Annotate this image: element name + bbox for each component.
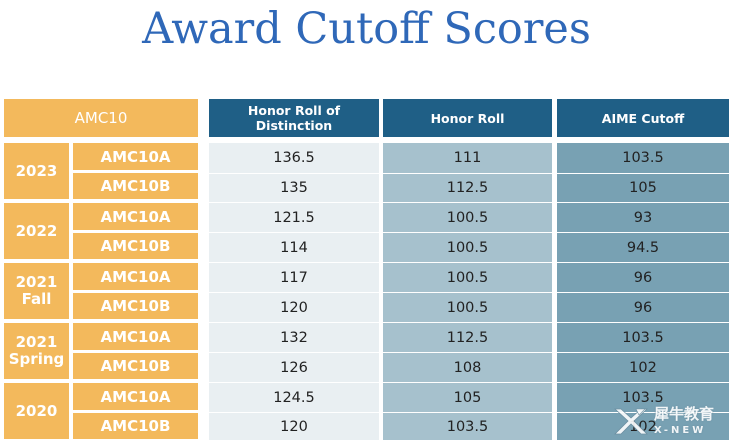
aime-cell: 96 — [557, 262, 729, 292]
year-cell: 2022 — [4, 203, 69, 259]
hrd-cell: 132 — [209, 322, 379, 352]
watermark-en-text: X-NEW — [654, 424, 707, 436]
exam-cell: AMC10B — [73, 293, 198, 319]
hrd-cell: 124.5 — [209, 382, 379, 412]
aime-cell: 103.5 — [557, 382, 729, 412]
aime-cell: 96 — [557, 292, 729, 322]
header-amc10: AMC10 — [4, 99, 198, 137]
hr-cell: 100.5 — [383, 202, 552, 232]
hr-cell: 108 — [383, 352, 552, 382]
page-title: Award Cutoff Scores — [142, 4, 591, 54]
hrd-cell: 120 — [209, 412, 379, 440]
hr-cell: 100.5 — [383, 292, 552, 322]
hrd-cell: 121.5 — [209, 202, 379, 232]
x-new-logo-icon — [613, 408, 649, 435]
year-cell: 2021 Fall — [4, 263, 69, 319]
aime-cell: 105 — [557, 173, 729, 202]
year-cell: 2021 Spring — [4, 323, 69, 379]
year-cell: 2023 — [4, 143, 69, 199]
aime-cell: 102 — [557, 412, 729, 440]
hr-cell: 105 — [383, 382, 552, 412]
exam-cell: AMC10B — [73, 233, 198, 259]
exam-cell: AMC10A — [73, 323, 198, 350]
exam-cell: AMC10B — [73, 413, 198, 439]
header-honor-roll: Honor Roll — [383, 99, 552, 137]
exam-cell: AMC10A — [73, 203, 198, 230]
hr-cell: 103.5 — [383, 412, 552, 440]
aime-cell: 93 — [557, 202, 729, 232]
hr-cell: 112.5 — [383, 173, 552, 202]
aime-cell: 94.5 — [557, 232, 729, 262]
exam-cell: AMC10B — [73, 173, 198, 199]
header-honor-roll-distinction: Honor Roll of Distinction — [209, 99, 379, 137]
hr-cell: 111 — [383, 143, 552, 173]
exam-cell: AMC10A — [73, 383, 198, 410]
hrd-cell: 135 — [209, 173, 379, 202]
exam-cell: AMC10A — [73, 143, 198, 170]
year-cell: 2020 — [4, 383, 69, 439]
exam-cell: AMC10A — [73, 263, 198, 290]
aime-cell: 102 — [557, 352, 729, 382]
hr-cell: 100.5 — [383, 232, 552, 262]
hrd-cell: 114 — [209, 232, 379, 262]
watermark-cn-text: 犀牛教育 — [654, 404, 715, 423]
exam-cell: AMC10B — [73, 353, 198, 379]
hrd-cell: 120 — [209, 292, 379, 322]
hrd-cell: 136.5 — [209, 143, 379, 173]
hrd-cell: 117 — [209, 262, 379, 292]
watermark-logo: 犀牛教育 X-NEW — [612, 398, 733, 444]
hr-cell: 112.5 — [383, 322, 552, 352]
aime-cell: 103.5 — [557, 143, 729, 173]
aime-cell: 103.5 — [557, 322, 729, 352]
hrd-cell: 126 — [209, 352, 379, 382]
header-aime-cutoff: AIME Cutoff — [557, 99, 729, 137]
hr-cell: 100.5 — [383, 262, 552, 292]
